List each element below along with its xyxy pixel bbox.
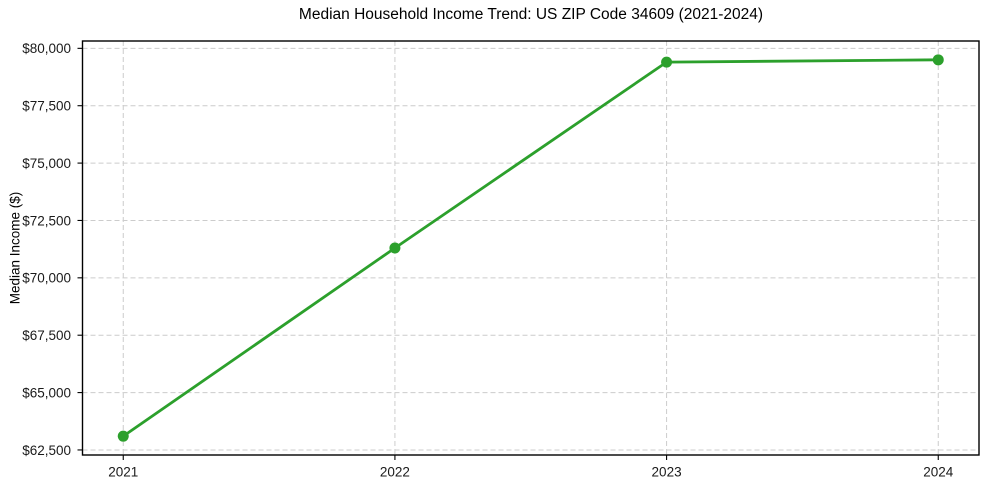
chart-title: Median Household Income Trend: US ZIP Co… (298, 6, 764, 23)
y-tick-label: $80,000 (22, 41, 71, 56)
data-point-2022 (389, 242, 401, 254)
y-tick-label: $72,500 (22, 213, 71, 228)
y-tick-label: $62,500 (22, 443, 71, 458)
x-tick-label: 2024 (923, 465, 954, 480)
x-tick-label: 2023 (652, 465, 682, 480)
plot-border (81, 40, 980, 456)
data-point-2023 (661, 56, 673, 68)
income-trend-line (121, 58, 940, 438)
data-point-2024 (932, 54, 944, 66)
y-tick-label: $70,000 (22, 271, 71, 286)
y-tick-label: $67,500 (22, 328, 71, 343)
x-tick-label: 2022 (380, 465, 410, 480)
y-tick-label: $75,000 (22, 156, 71, 171)
data-point-2021 (117, 430, 129, 442)
y-tick-label: $77,500 (22, 99, 71, 114)
y-tick-label: $65,000 (22, 385, 71, 400)
x-tick-label: 2021 (108, 465, 138, 480)
